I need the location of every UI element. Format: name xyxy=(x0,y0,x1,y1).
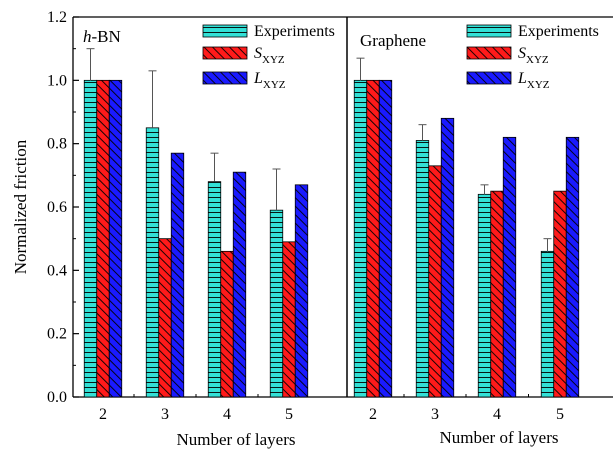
hbn-legend-label: LXYZ xyxy=(253,70,286,91)
hbn-x-tick-label: 2 xyxy=(99,406,107,423)
graphene-x-tick-label: 5 xyxy=(556,406,564,423)
y-tick-label: 0.2 xyxy=(47,326,67,343)
hbn-bar-lxyz xyxy=(294,184,309,398)
y-tick-label: 0.6 xyxy=(47,199,67,216)
y-tick-label: 1.0 xyxy=(47,72,67,89)
hbn-panel-label: h-BN xyxy=(83,27,121,46)
hbn-legend-label: SXYZ xyxy=(254,45,285,66)
hbn-bar-lxyz xyxy=(232,171,247,398)
y-tick-label: 0.0 xyxy=(47,389,67,406)
graphene-legend-swatch xyxy=(466,71,512,85)
graphene-bar-experiments xyxy=(415,140,430,398)
hbn-bar-sxyz xyxy=(96,79,110,398)
hbn-legend-label: Experiments xyxy=(254,23,335,40)
hbn-legend-swatch xyxy=(202,24,248,38)
hbn-bar-experiments xyxy=(145,127,160,398)
graphene-panel-label: Graphene xyxy=(360,31,426,50)
graphene-legend-label: LXYZ xyxy=(517,70,550,91)
graphene-bar-experiments xyxy=(540,250,555,398)
y-axis-title: Normalized friction xyxy=(11,139,30,274)
graphene-legend-swatch xyxy=(466,24,512,38)
graphene-bar-sxyz xyxy=(366,79,380,398)
graphene-legend-label: SXYZ xyxy=(518,45,549,66)
graphene-bar-experiments xyxy=(477,193,492,398)
hbn-x-tick-label: 5 xyxy=(285,406,293,423)
graphene-bar-lxyz xyxy=(565,136,580,398)
graphene-legend-swatch xyxy=(466,46,512,60)
y-tick-label: 0.8 xyxy=(47,136,67,153)
marks-layer: 0.0 0.2 0.4 0.6 0.8 1.0 1.2 Normalized friction… xyxy=(11,9,613,449)
graphene-bar-lxyz xyxy=(378,79,393,398)
graphene-bar-lxyz xyxy=(502,136,517,398)
graphene-x-tick-label: 4 xyxy=(493,406,501,423)
hbn-bar-experiments xyxy=(83,79,98,398)
y-tick-label: 1.2 xyxy=(47,9,67,26)
hbn-legend-swatch xyxy=(202,46,248,60)
hbn-bar-experiments xyxy=(269,209,284,398)
graphene-bar-experiments xyxy=(353,79,368,398)
hbn-bar-experiments xyxy=(207,181,222,398)
graphene-bar-lxyz xyxy=(440,117,455,398)
hbn-x-tick-label: 3 xyxy=(161,406,169,423)
graphene-x-axis-title: Number of layers xyxy=(440,428,559,447)
y-tick-label: 0.4 xyxy=(47,262,67,279)
hbn-bar-lxyz xyxy=(108,79,123,398)
hbn-legend-swatch xyxy=(202,71,248,85)
graphene-legend-label: Experiments xyxy=(518,23,599,40)
hbn-bar-sxyz xyxy=(220,250,234,398)
graphene-bar-sxyz xyxy=(553,190,567,398)
graphene-bar-sxyz xyxy=(428,165,442,398)
hbn-x-axis-title: Number of layers xyxy=(177,430,296,449)
hbn-bar-sxyz xyxy=(158,238,172,398)
hbn-x-tick-label: 4 xyxy=(223,406,231,423)
graphene-x-tick-label: 3 xyxy=(431,406,439,423)
graphene-x-tick-label: 2 xyxy=(369,406,377,423)
hbn-bar-lxyz xyxy=(170,152,185,398)
hbn-bar-sxyz xyxy=(282,241,296,398)
graphene-bar-sxyz xyxy=(490,190,504,398)
